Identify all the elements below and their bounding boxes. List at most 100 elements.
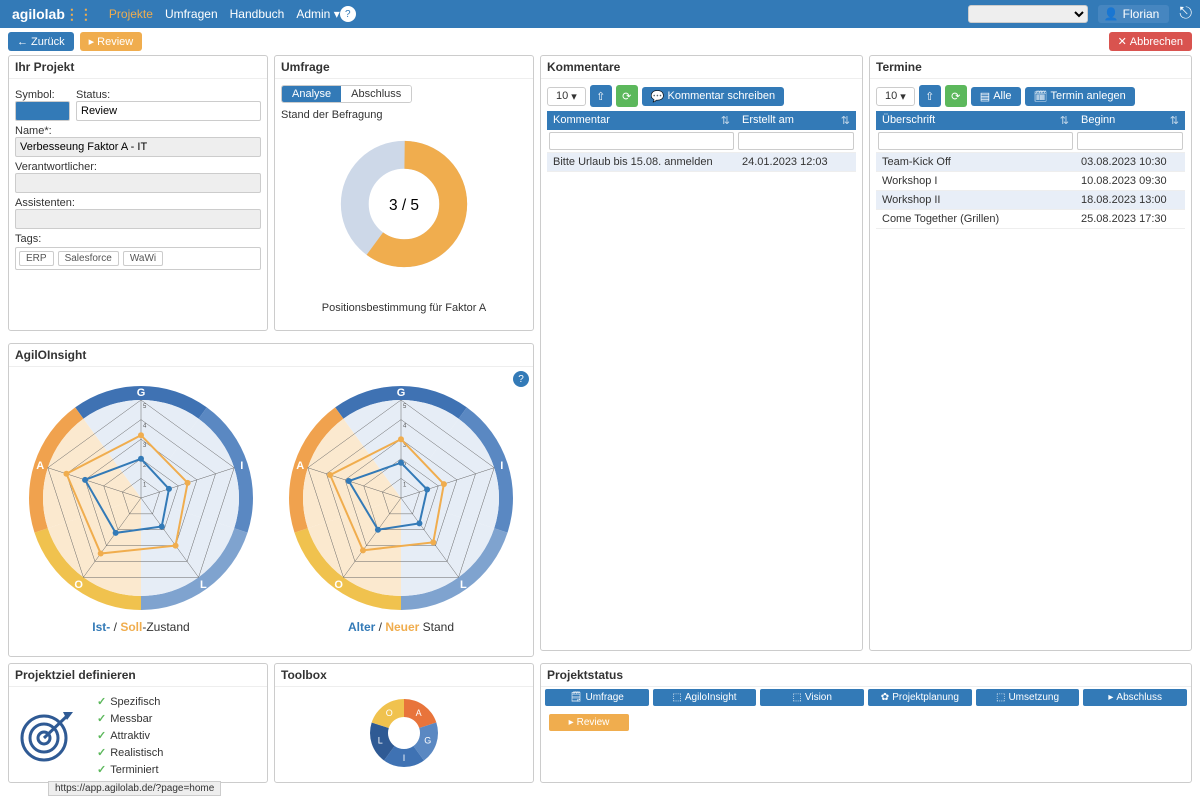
panel-termine-title: Termine xyxy=(870,56,1191,79)
cell-text: Bitte Urlaub bis 15.08. anmelden xyxy=(547,153,736,172)
user-menu[interactable]: 👤 Florian xyxy=(1098,5,1170,23)
svg-text:I: I xyxy=(403,753,406,763)
help-icon[interactable]: ? xyxy=(340,6,356,22)
table-row[interactable]: Workshop I10.08.2023 09:30 xyxy=(876,172,1185,191)
filter-title[interactable] xyxy=(878,132,1073,150)
donut-chart: 3 / 5 Positionsbestimmung für Faktor A xyxy=(281,139,527,314)
status-label: Status: xyxy=(76,89,261,101)
url-hint: https://app.agilolab.de/?page=home xyxy=(48,781,221,796)
sort-icon: ⇅ xyxy=(841,114,850,127)
panel-toolbox-title: Toolbox xyxy=(275,664,533,687)
radar-left-caption: Ist- / Soll-Zustand xyxy=(26,620,256,634)
termine-pagesize[interactable]: 10 ▾ xyxy=(876,87,915,106)
col-erstellt[interactable]: Erstellt am⇅ xyxy=(736,111,856,130)
donut-center-text: 3 / 5 xyxy=(389,197,419,214)
tab-abschluss[interactable]: Abschluss xyxy=(341,86,411,102)
tag-item[interactable]: WaWi xyxy=(123,251,163,266)
smart-item: ✓Terminiert xyxy=(97,761,163,778)
sort-icon: ⇅ xyxy=(1060,114,1069,127)
panel-projekt-title: Ihr Projekt xyxy=(9,56,267,79)
write-comment-label: Kommentar schreiben xyxy=(667,90,775,102)
tags-label: Tags: xyxy=(15,233,261,245)
donut-caption: Positionsbestimmung für Faktor A xyxy=(281,302,527,314)
svg-text:A: A xyxy=(36,460,44,472)
termin-anlegen-button[interactable]: 🗓 Termin anlegen xyxy=(1025,87,1135,106)
pagesize-select[interactable]: 10 ▾ xyxy=(547,87,586,106)
tag-item[interactable]: Salesforce xyxy=(58,251,119,266)
alle-label: Alle xyxy=(993,90,1011,102)
tab-analyse[interactable]: Analyse xyxy=(282,86,341,102)
toolbox-ring-icon[interactable]: AGILO xyxy=(364,693,444,773)
panel-projektziel-title: Projektziel definieren xyxy=(9,664,267,687)
radar-left: 12345GILOA Ist- / Soll-Zustand xyxy=(26,383,256,634)
panel-termine: Termine 10 ▾ ⇧ ⟳ ▤ Alle 🗓 Termin anlegen… xyxy=(869,55,1192,651)
status-button[interactable]: ⬚Vision xyxy=(760,689,864,706)
col-beginn[interactable]: Beginn⇅ xyxy=(1075,111,1185,130)
radar-right: 12345GILOA Alter / Neuer Stand xyxy=(286,383,516,634)
radar-right-caption: Alter / Neuer Stand xyxy=(286,620,516,634)
status-review-button[interactable]: ▸Review xyxy=(549,714,629,731)
review-button[interactable]: ▸Review xyxy=(80,32,143,51)
cancel-button[interactable]: ✕ Abbrechen xyxy=(1109,32,1192,51)
table-row[interactable]: Team-Kick Off03.08.2023 10:30 xyxy=(876,153,1185,172)
panel-insight: AgilOInsight ? 12345GILOA Ist- / Soll-Zu… xyxy=(8,343,534,657)
radar-chart-left: 12345GILOA xyxy=(26,383,256,613)
refresh-icon[interactable]: ⟳ xyxy=(945,85,967,107)
panel-umfrage-title: Umfrage xyxy=(275,56,533,79)
name-label: Name*: xyxy=(15,125,261,137)
back-button[interactable]: ←Zurück xyxy=(8,32,74,51)
refresh-icon[interactable]: ⟳ xyxy=(616,85,638,107)
filter-date[interactable] xyxy=(738,132,854,150)
status-button[interactable]: ⬚Umsetzung xyxy=(976,689,1080,706)
filter-kommentar[interactable] xyxy=(549,132,734,150)
context-select[interactable] xyxy=(968,5,1088,23)
status-input[interactable] xyxy=(76,101,261,121)
table-row[interactable]: Workshop II18.08.2023 13:00 xyxy=(876,191,1185,210)
status-button[interactable]: ✿Projektplanung xyxy=(868,689,972,706)
tags-container[interactable]: ERP Salesforce WaWi xyxy=(15,247,261,270)
alle-button[interactable]: ▤ Alle xyxy=(971,87,1021,106)
cell-date: 24.01.2023 12:03 xyxy=(736,153,856,172)
assist-input[interactable] xyxy=(15,209,261,229)
nav-projekte[interactable]: Projekte xyxy=(109,7,153,21)
brand-logo[interactable]: agilolab⋮⋮ xyxy=(4,6,101,23)
assist-label: Assistenten: xyxy=(15,197,261,209)
status-button[interactable]: ▸Abschluss xyxy=(1083,689,1187,706)
back-label: Zurück xyxy=(31,36,65,48)
nav-admin[interactable]: Admin ▾ xyxy=(296,7,339,21)
panel-kommentare-title: Kommentare xyxy=(541,56,862,79)
nav-handbuch[interactable]: Handbuch xyxy=(230,7,285,21)
kommentare-table: Kommentar⇅ Erstellt am⇅ Bitte Urlaub bis… xyxy=(547,111,856,172)
svg-text:L: L xyxy=(460,579,467,591)
flag-icon: ▸ xyxy=(89,35,95,48)
target-icon xyxy=(19,706,79,766)
upload-icon[interactable]: ⇧ xyxy=(590,85,612,107)
name-input[interactable] xyxy=(15,137,261,157)
help-icon[interactable]: ? xyxy=(513,371,529,387)
user-icon: 👤 xyxy=(1104,7,1119,21)
brand-part2: lab xyxy=(45,6,65,22)
svg-text:L: L xyxy=(378,736,383,746)
table-row[interactable]: Come Together (Grillen)25.08.2023 17:30 xyxy=(876,210,1185,229)
nav-umfragen[interactable]: Umfragen xyxy=(165,7,218,21)
cancel-label: Abbrechen xyxy=(1130,36,1183,48)
logout-icon[interactable]: ⎋ xyxy=(1179,5,1192,23)
svg-text:A: A xyxy=(296,460,304,472)
symbol-swatch[interactable] xyxy=(15,101,70,121)
status-button[interactable]: 🗒Umfrage xyxy=(545,689,649,706)
review-label: Review xyxy=(97,36,133,48)
write-comment-button[interactable]: 💬 Kommentar schreiben xyxy=(642,87,784,106)
verantw-input[interactable] xyxy=(15,173,261,193)
table-row[interactable]: Bitte Urlaub bis 15.08. anmelden24.01.20… xyxy=(547,153,856,172)
upload-icon[interactable]: ⇧ xyxy=(919,85,941,107)
termine-pagesize-value: 10 xyxy=(885,90,897,102)
verantw-label: Verantwortlicher: xyxy=(15,161,261,173)
tag-item[interactable]: ERP xyxy=(19,251,54,266)
col-kommentar[interactable]: Kommentar⇅ xyxy=(547,111,736,130)
status-button[interactable]: ⬚AgiloInsight xyxy=(653,689,757,706)
filter-begin[interactable] xyxy=(1077,132,1183,150)
sort-icon: ⇅ xyxy=(721,114,730,127)
svg-text:I: I xyxy=(500,460,503,472)
panel-umfrage: Umfrage Analyse Abschluss Stand der Befr… xyxy=(274,55,534,331)
col-ueberschrift[interactable]: Überschrift⇅ xyxy=(876,111,1075,130)
